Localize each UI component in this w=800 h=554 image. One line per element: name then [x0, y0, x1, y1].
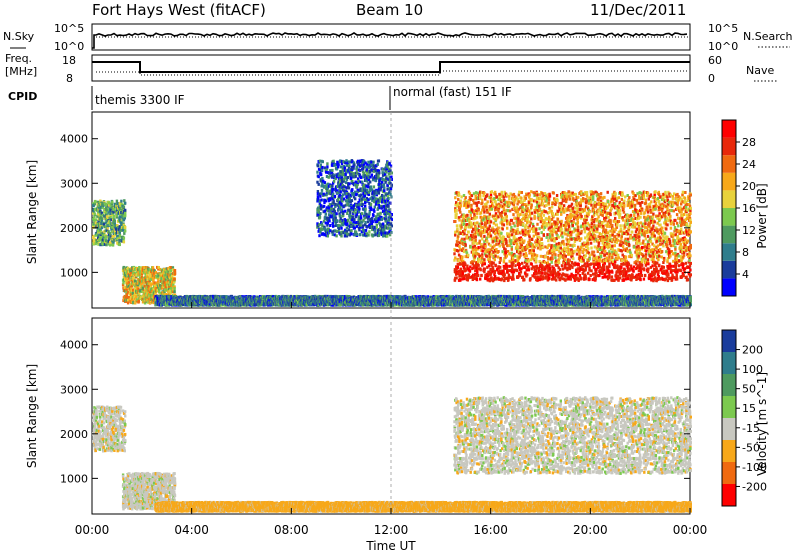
data-cell — [146, 278, 148, 281]
data-cell — [103, 223, 105, 226]
nave-tick-top: 60 — [708, 54, 722, 67]
nsky-trace — [92, 33, 687, 48]
freq-label-line2: [MHz] — [5, 65, 37, 78]
data-cell — [173, 287, 175, 290]
plot-title: Fort Hays West (fitACF) — [92, 1, 266, 19]
cpid-label: CPID — [8, 90, 37, 103]
data-cell — [124, 209, 126, 212]
freq-trace — [92, 62, 690, 72]
data-cell — [94, 212, 96, 215]
data-cell — [120, 200, 122, 203]
data-cell — [150, 278, 152, 281]
nave-tick-bottom: 0 — [708, 72, 715, 85]
data-cell — [127, 301, 129, 304]
data-cell — [135, 295, 137, 298]
freq-tick-bottom: 8 — [66, 72, 73, 85]
data-cell — [170, 269, 172, 272]
data-cell — [174, 272, 176, 275]
nsky-tick-top: 10^5 — [54, 22, 84, 35]
data-cell — [111, 201, 113, 204]
data-cell — [105, 243, 107, 246]
nsky-label: N.Sky — [3, 30, 35, 43]
data-cell — [105, 206, 107, 209]
cpid-segment-2: normal (fast) 151 IF — [393, 85, 512, 99]
data-cell — [100, 222, 102, 225]
data-cell — [113, 215, 115, 218]
data-cell — [106, 209, 108, 212]
data-cell — [124, 229, 126, 232]
nsearch-label: N.Search — [743, 30, 793, 43]
nave-label: Nave — [746, 64, 774, 77]
data-cell — [165, 289, 167, 292]
data-cell — [150, 283, 152, 286]
freq-tick-top: 18 — [62, 54, 76, 67]
data-cell — [95, 222, 97, 225]
data-cell — [173, 278, 175, 281]
data-cell — [92, 235, 94, 238]
data-cell — [105, 235, 107, 238]
nsearch-tick-bottom: 10^0 — [708, 40, 738, 53]
data-cell — [114, 220, 116, 223]
data-cell — [94, 200, 96, 203]
data-cell — [138, 300, 140, 303]
nsearch-tick-top: 10^5 — [708, 22, 738, 35]
data-cell — [124, 226, 126, 229]
data-cell — [95, 218, 97, 221]
beam-label: Beam 10 — [356, 1, 423, 19]
date-label: 11/Dec/2011 — [590, 1, 686, 19]
data-cell — [157, 278, 159, 281]
freq-label-line1: Freq. — [5, 52, 32, 65]
data-cell — [124, 213, 126, 216]
data-cell — [123, 237, 125, 240]
data-cell — [124, 202, 126, 205]
data-cell — [173, 290, 175, 293]
data-cell — [174, 269, 176, 272]
data-cell — [119, 243, 121, 246]
data-cell — [123, 206, 125, 209]
freq-strip-frame — [92, 55, 690, 81]
data-cell — [120, 221, 122, 224]
nsky-tick-bottom: 10^0 — [54, 40, 84, 53]
cpid-segment-1: themis 3300 IF — [95, 93, 185, 107]
data-cell — [123, 240, 125, 243]
